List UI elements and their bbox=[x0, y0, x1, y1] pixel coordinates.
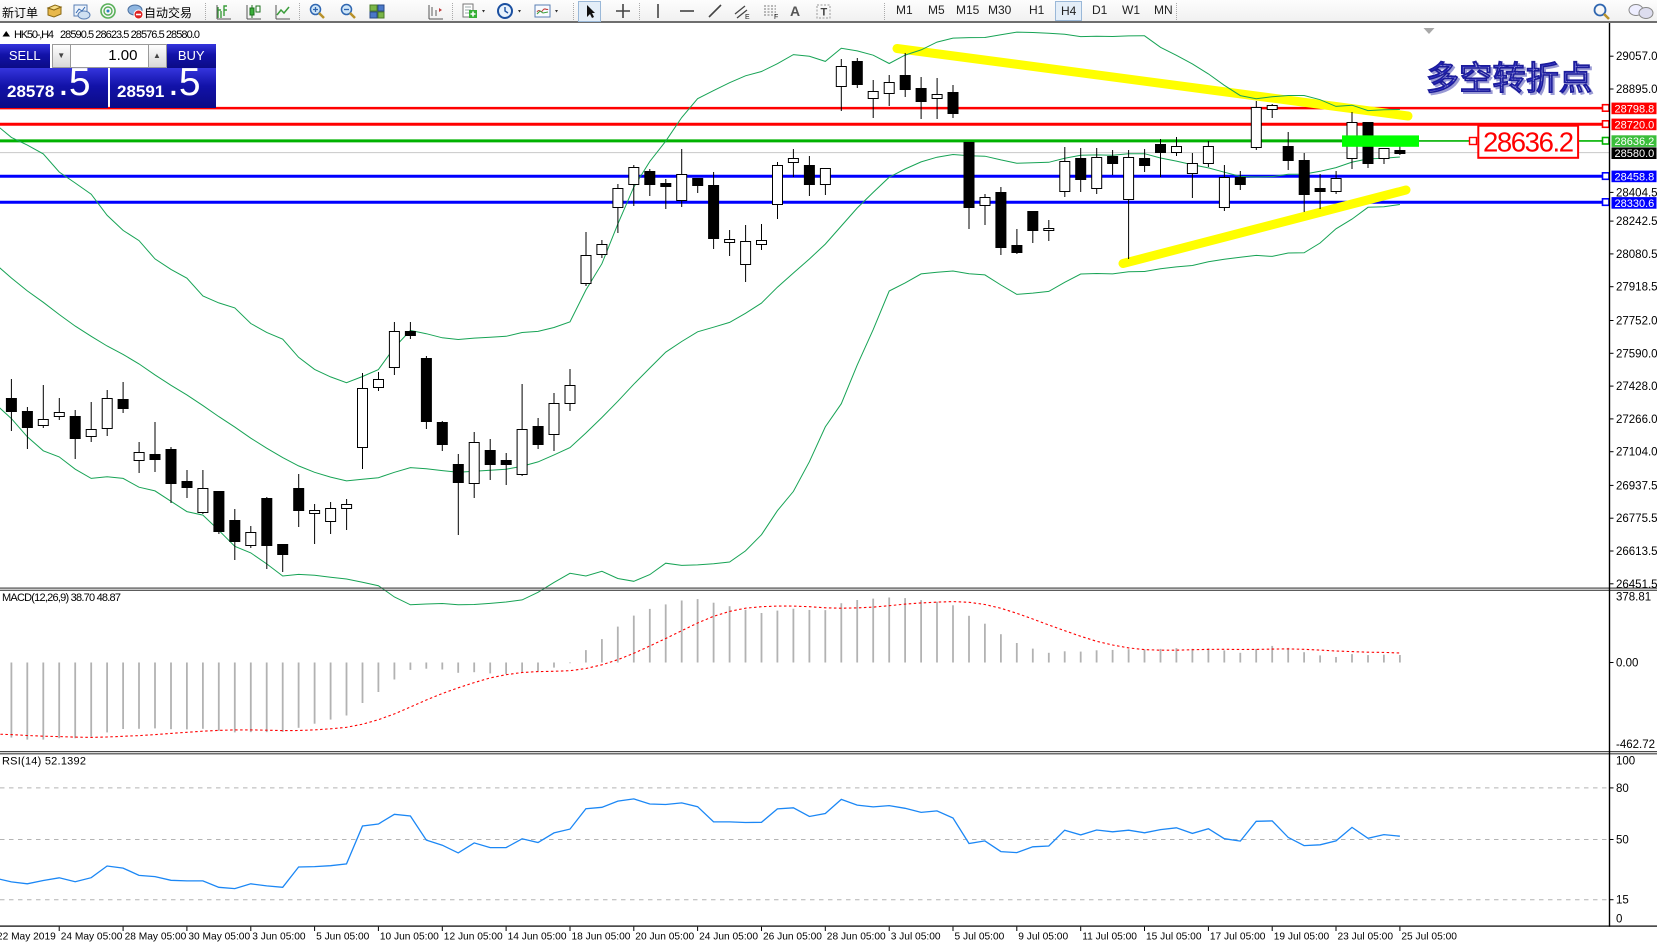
svg-text:26451.5: 26451.5 bbox=[1616, 579, 1657, 591]
svg-text:27266.0: 27266.0 bbox=[1616, 414, 1657, 426]
svg-text:26613.5: 26613.5 bbox=[1616, 546, 1657, 558]
svg-text:5 Jun 05:00: 5 Jun 05:00 bbox=[316, 932, 370, 943]
svg-text:RSI(14) 52.1392: RSI(14) 52.1392 bbox=[2, 756, 86, 768]
svg-text:28 May 05:00: 28 May 05:00 bbox=[125, 932, 187, 943]
svg-text:24 May 05:00: 24 May 05:00 bbox=[61, 932, 123, 943]
svg-text:15 Jul 05:00: 15 Jul 05:00 bbox=[1146, 932, 1202, 943]
svg-text:29057.0: 29057.0 bbox=[1616, 51, 1657, 63]
svg-text:26 Jun 05:00: 26 Jun 05:00 bbox=[763, 932, 822, 943]
svg-text:19 Jul 05:00: 19 Jul 05:00 bbox=[1274, 932, 1330, 943]
svg-text:28580.0: 28580.0 bbox=[1615, 148, 1655, 160]
svg-text:MACD(12,26,9) 38.70 48.87: MACD(12,26,9) 38.70 48.87 bbox=[2, 592, 121, 604]
svg-text:27590.0: 27590.0 bbox=[1616, 348, 1657, 360]
svg-text:27918.5: 27918.5 bbox=[1616, 282, 1657, 294]
svg-text:28895.0: 28895.0 bbox=[1616, 84, 1657, 96]
svg-text:3 Jun 05:00: 3 Jun 05:00 bbox=[252, 932, 306, 943]
svg-text:28636.2: 28636.2 bbox=[1615, 136, 1655, 148]
svg-text:15: 15 bbox=[1616, 895, 1629, 907]
svg-text:5 Jul 05:00: 5 Jul 05:00 bbox=[955, 932, 1005, 943]
svg-text:28636.2: 28636.2 bbox=[1483, 127, 1574, 158]
svg-text:28 Jun 05:00: 28 Jun 05:00 bbox=[827, 932, 886, 943]
svg-text:18 Jun 05:00: 18 Jun 05:00 bbox=[572, 932, 631, 943]
svg-text:17 Jul 05:00: 17 Jul 05:00 bbox=[1210, 932, 1266, 943]
svg-text:14 Jun 05:00: 14 Jun 05:00 bbox=[508, 932, 567, 943]
svg-text:28798.8: 28798.8 bbox=[1615, 103, 1655, 115]
svg-text:11 Jul 05:00: 11 Jul 05:00 bbox=[1082, 932, 1137, 943]
svg-text:9 Jul 05:00: 9 Jul 05:00 bbox=[1018, 932, 1068, 943]
svg-text:多空转折点: 多空转折点 bbox=[1426, 60, 1592, 97]
svg-text:22 May 2019: 22 May 2019 bbox=[0, 932, 56, 943]
svg-text:28720.0: 28720.0 bbox=[1615, 119, 1655, 131]
svg-text:27752.0: 27752.0 bbox=[1616, 316, 1657, 328]
svg-text:20 Jun 05:00: 20 Jun 05:00 bbox=[635, 932, 694, 943]
svg-text:0.00: 0.00 bbox=[1616, 658, 1638, 670]
svg-text:12 Jun 05:00: 12 Jun 05:00 bbox=[444, 932, 503, 943]
svg-text:26775.5: 26775.5 bbox=[1616, 513, 1657, 525]
svg-text:27428.0: 27428.0 bbox=[1616, 381, 1657, 393]
svg-text:T: T bbox=[821, 7, 828, 19]
svg-text:378.81: 378.81 bbox=[1616, 592, 1651, 604]
svg-text:-462.72: -462.72 bbox=[1616, 739, 1655, 751]
svg-text:28242.5: 28242.5 bbox=[1616, 216, 1657, 228]
svg-text:HK50-,H4: HK50-,H4 bbox=[14, 29, 54, 41]
svg-text:24 Jun 05:00: 24 Jun 05:00 bbox=[699, 932, 758, 943]
svg-text:3 Jul 05:00: 3 Jul 05:00 bbox=[891, 932, 941, 943]
svg-text:30 May 05:00: 30 May 05:00 bbox=[188, 932, 250, 943]
svg-text:80: 80 bbox=[1616, 783, 1629, 795]
svg-text:28330.6: 28330.6 bbox=[1615, 198, 1655, 210]
svg-text:28458.8: 28458.8 bbox=[1615, 171, 1655, 183]
svg-text:0: 0 bbox=[1616, 914, 1622, 926]
svg-text:E: E bbox=[745, 14, 750, 21]
svg-text:26937.5: 26937.5 bbox=[1616, 480, 1657, 492]
svg-text:27104.0: 27104.0 bbox=[1616, 447, 1657, 459]
svg-text:100: 100 bbox=[1616, 756, 1635, 768]
svg-text:F: F bbox=[774, 14, 778, 21]
svg-text:25 Jul 05:00: 25 Jul 05:00 bbox=[1401, 932, 1457, 943]
svg-text:10 Jun 05:00: 10 Jun 05:00 bbox=[380, 932, 439, 943]
svg-text:23 Jul 05:00: 23 Jul 05:00 bbox=[1338, 932, 1394, 943]
svg-text:50: 50 bbox=[1616, 835, 1629, 847]
svg-text:28590.5 28623.5 28576.5 28580.: 28590.5 28623.5 28576.5 28580.0 bbox=[60, 29, 200, 41]
svg-text:28404.5: 28404.5 bbox=[1616, 187, 1657, 199]
svg-text:28080.5: 28080.5 bbox=[1616, 249, 1657, 261]
